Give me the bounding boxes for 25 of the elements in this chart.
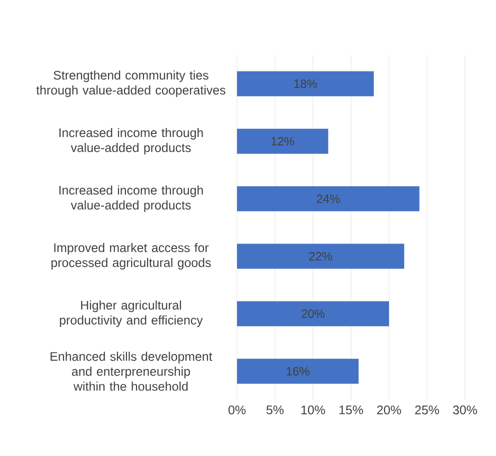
data-label: 24% <box>316 194 340 203</box>
data-label: 12% <box>272 137 294 146</box>
bar <box>237 186 420 212</box>
x-tick-label: 20% <box>377 406 402 414</box>
data-label: 20% <box>302 310 325 318</box>
x-tick-label: 25% <box>415 406 440 414</box>
y-tick-label: Improved market access for processed agricultural goods <box>51 242 211 270</box>
data-label: 16% <box>286 367 310 376</box>
bar <box>237 244 404 269</box>
bar <box>237 71 374 96</box>
bar <box>237 301 389 326</box>
x-tick-label: 0% <box>228 406 246 414</box>
bar <box>237 358 359 384</box>
data-label: 22% <box>309 252 332 260</box>
y-tick-label: Higher agricultural productivity and efficiency <box>60 300 203 328</box>
bar <box>237 128 328 154</box>
y-tick-label: Enhanced skills development and enterpreneurship within the household <box>50 352 212 391</box>
y-tick-label: Increased income through value-added products <box>59 128 203 155</box>
x-tick-label: 15% <box>339 406 364 414</box>
x-tick-label: 10% <box>301 406 326 414</box>
y-tick-label: Strengthend community ties through value-added cooperatives <box>36 70 226 98</box>
x-tick-label: 5% <box>266 406 284 414</box>
data-label: 18% <box>294 80 317 88</box>
x-tick-label: 30% <box>453 406 478 414</box>
y-tick-label: Increased income through value-added products <box>59 185 203 212</box>
